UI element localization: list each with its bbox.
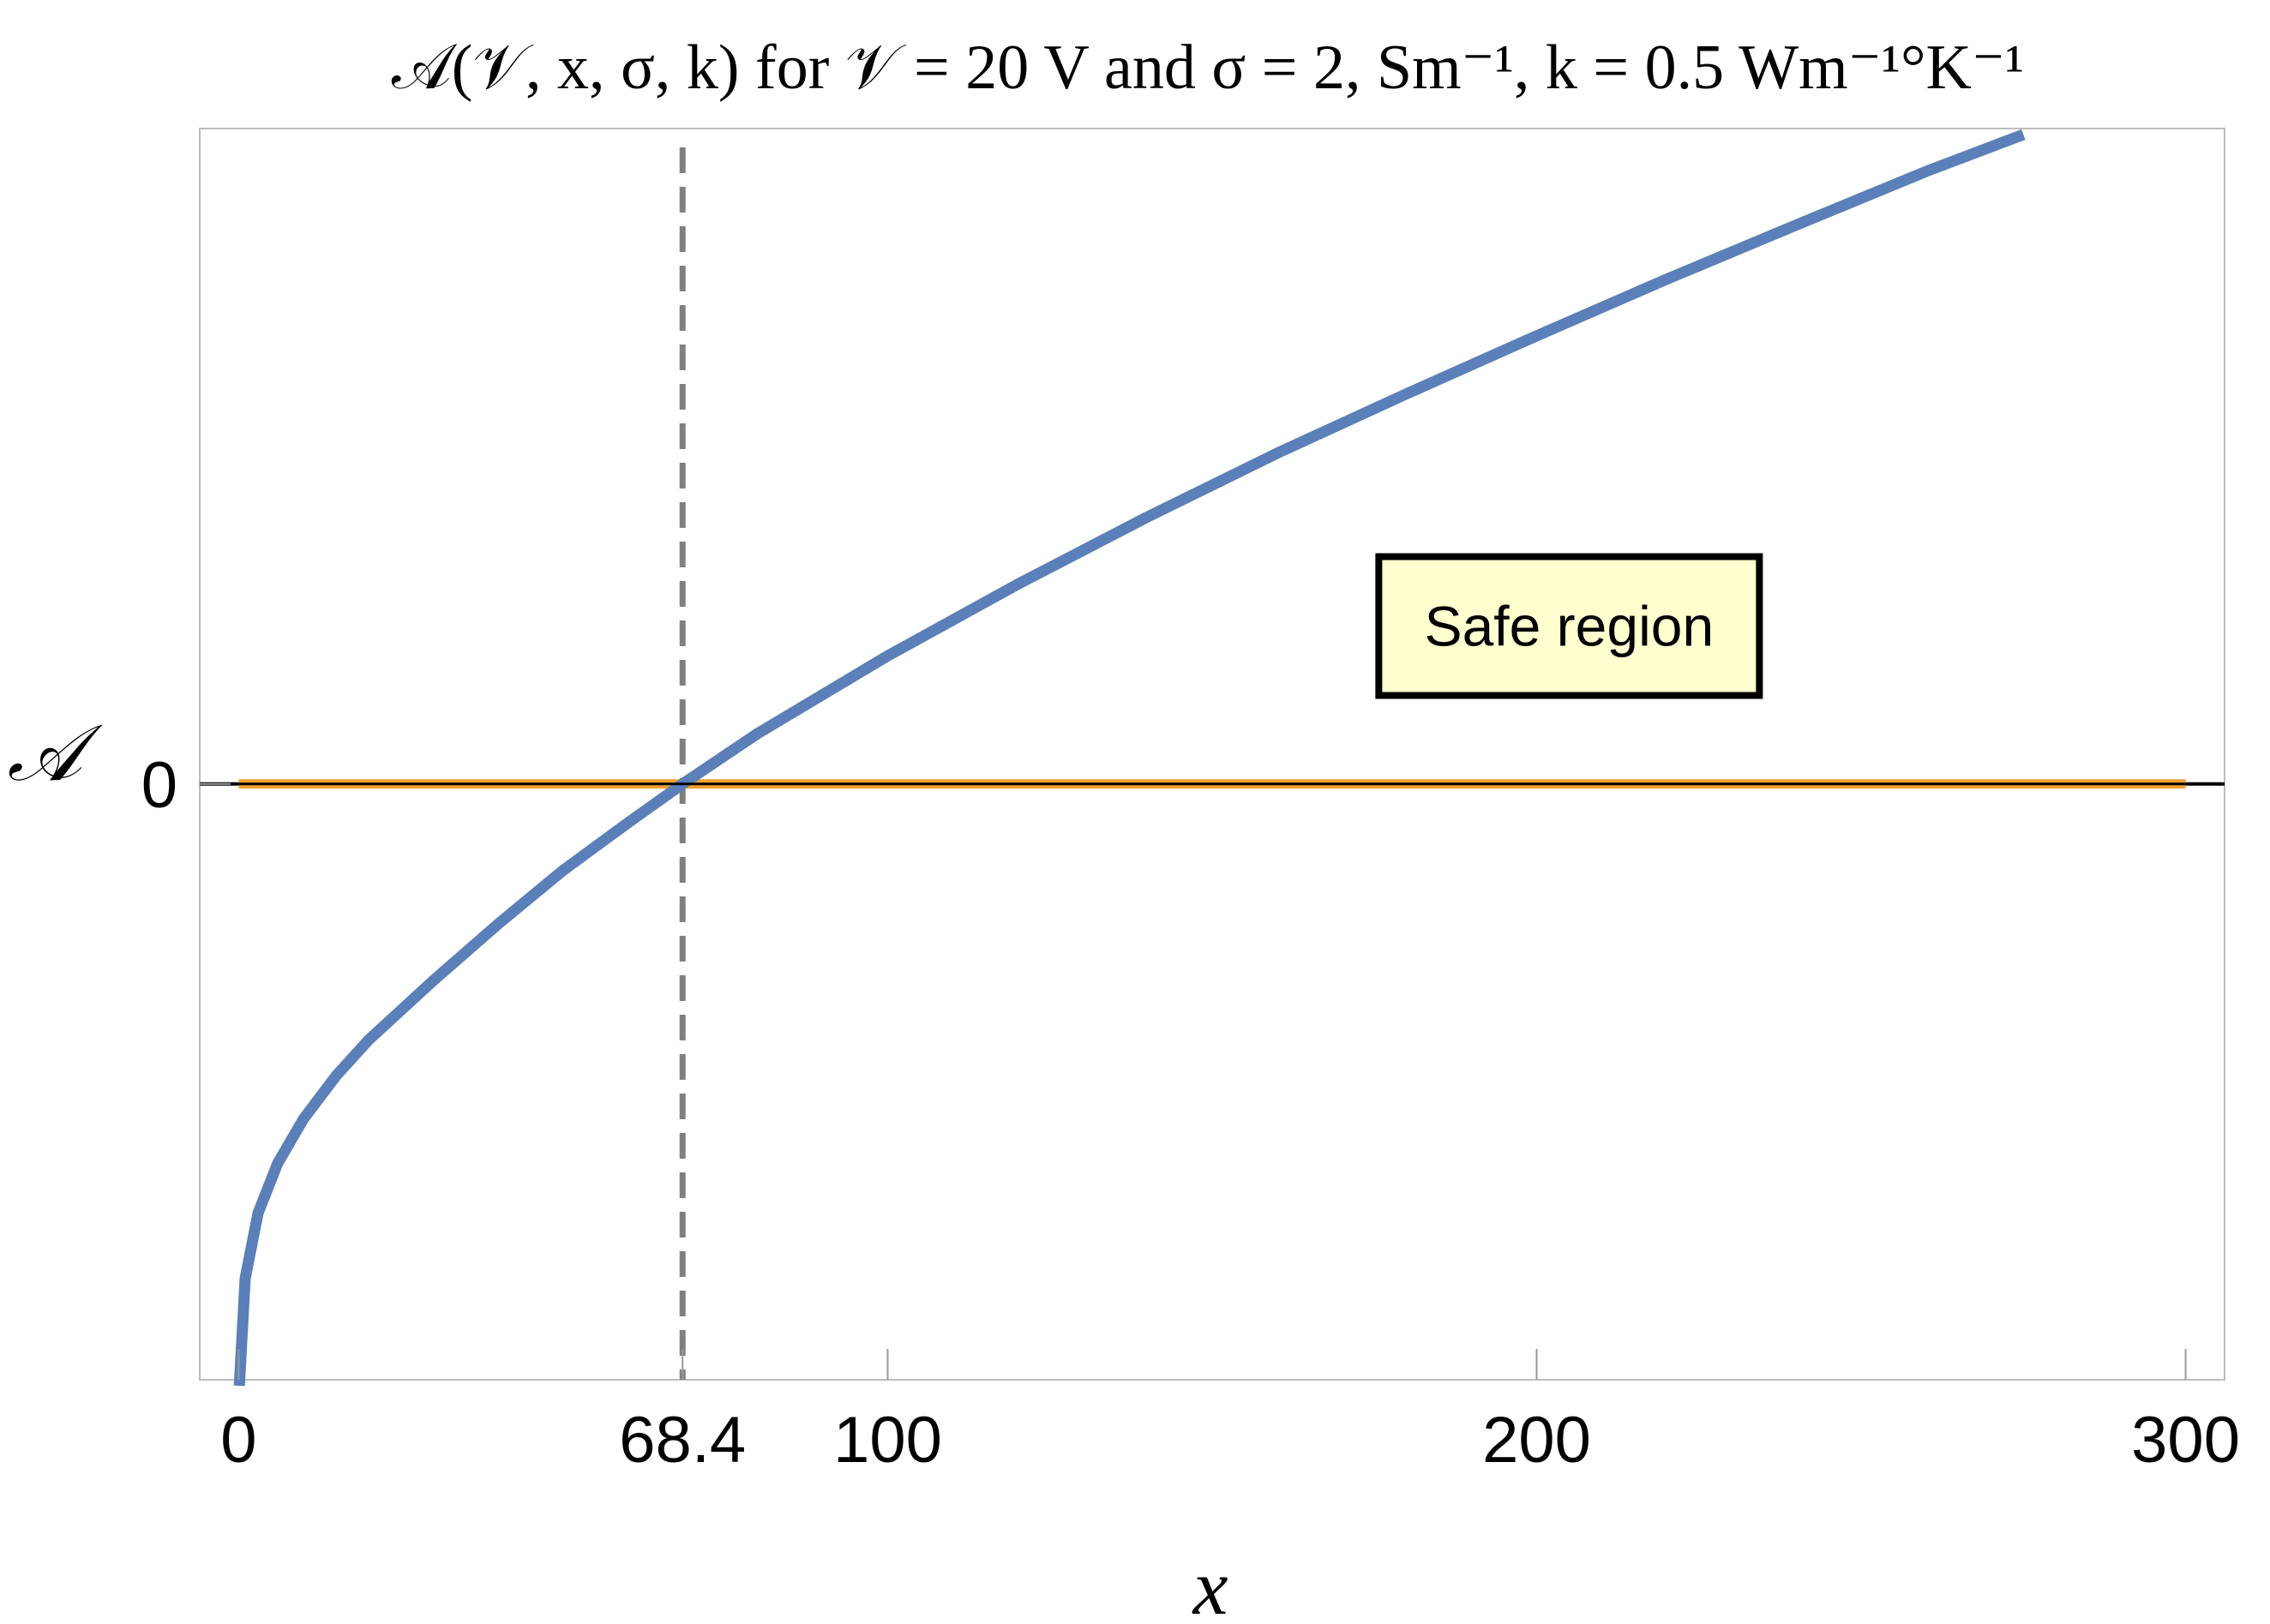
series-layer [233,129,2186,1387]
chart-title: 𝒜(𝒱, x, σ, k) for 𝒱 = 20 V and σ = 2, Sm… [392,33,2025,103]
plot-frame [199,128,2225,1381]
x-tick-label-0: 0 [220,1404,256,1477]
annotation-layer: Safe region [1375,553,1763,699]
annotation-box [1375,553,1763,699]
x-axis-label: x [1192,1543,1228,1624]
x-tick-label-200: 200 [1482,1404,1591,1477]
x-tick-label-300: 300 [2131,1404,2240,1477]
x-tick-label-68-4: 68.4 [619,1404,746,1477]
y-tick-label-0: 0 [141,749,177,822]
tick-layer: 0 68.4 100 200 300 0 [141,749,2240,1477]
x-tick-label-100: 100 [833,1404,942,1477]
annotation-label: Safe region [1425,595,1715,658]
